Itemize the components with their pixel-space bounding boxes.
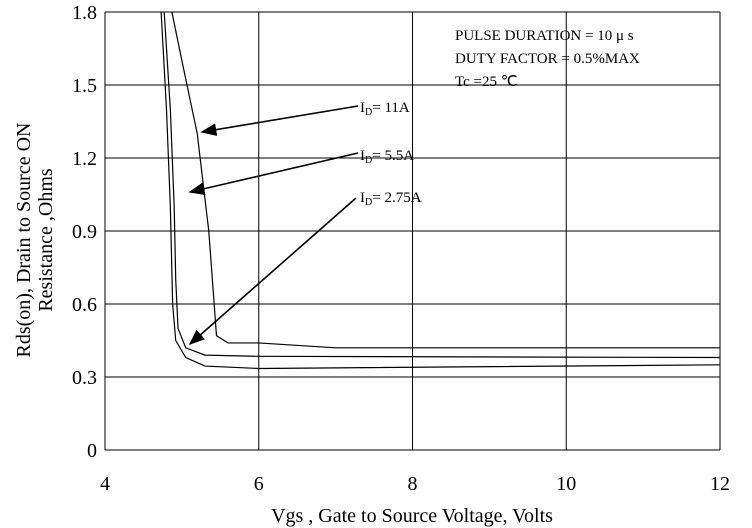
label-symbol: I xyxy=(360,190,365,206)
y-tick-label: 1.8 xyxy=(72,2,97,24)
label-symbol: I xyxy=(360,100,365,116)
series-label: ID= 11A xyxy=(360,100,410,118)
y-tick-label: 0.6 xyxy=(72,294,97,316)
y-label-line: Rds(on), Drain to Source ON xyxy=(13,123,35,358)
x-tick-label: 12 xyxy=(710,473,730,495)
y-tick-label: 1.5 xyxy=(72,75,97,97)
label-symbol: I xyxy=(360,148,365,164)
y-tick-label: 0.3 xyxy=(72,367,97,389)
y-tick-label: 0 xyxy=(87,440,97,462)
series-label: ID= 2.75A xyxy=(360,190,422,208)
label-sub: D xyxy=(365,155,372,166)
arrow xyxy=(200,105,359,136)
series-label: ID= 5.5A xyxy=(360,148,414,166)
curve xyxy=(160,11,721,370)
curve xyxy=(163,11,721,359)
note: PULSE DURATION = 10 μ s xyxy=(455,28,634,44)
y-tick-label: 1.2 xyxy=(72,148,97,170)
label-sub: D xyxy=(365,197,372,208)
x-tick-label: 4 xyxy=(100,473,110,495)
x-tick-label: 6 xyxy=(254,473,264,495)
label-rest: = 5.5A xyxy=(372,148,414,164)
y-axis-label: Rds(on), Drain to Source ON Resistance ,… xyxy=(13,123,57,358)
label-rest: = 11A xyxy=(372,100,410,116)
note: Tc =25 ℃ xyxy=(455,74,518,90)
arrow xyxy=(188,197,357,346)
arrow xyxy=(188,152,359,195)
x-axis-label: Vgs , Gate to Source Voltage, Volts xyxy=(271,505,553,527)
label-sub: D xyxy=(365,107,372,118)
x-tick-label: 10 xyxy=(556,473,576,495)
note: DUTY FACTOR = 0.5%MAX xyxy=(455,51,640,67)
label-rest: = 2.75A xyxy=(372,190,421,206)
y-tick-label: 0.9 xyxy=(72,221,97,243)
curve xyxy=(171,11,720,349)
x-tick-label: 8 xyxy=(408,473,418,495)
y-label-line: Resistance ,Ohms xyxy=(35,168,57,312)
